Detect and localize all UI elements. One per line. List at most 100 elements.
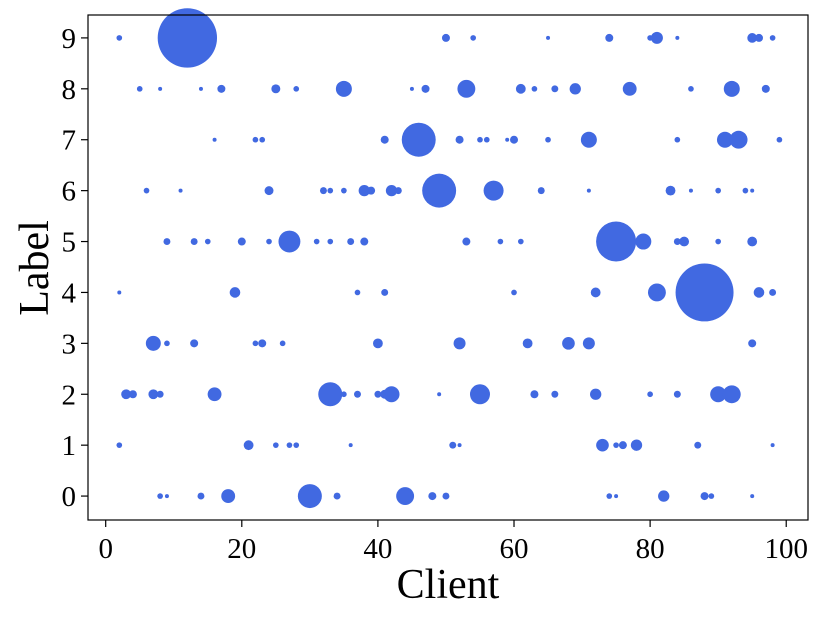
bubble bbox=[723, 80, 740, 97]
bubble bbox=[753, 287, 765, 298]
bubble bbox=[143, 187, 150, 194]
y-axis-label: Label bbox=[12, 220, 58, 316]
bubble bbox=[537, 187, 545, 195]
bubble bbox=[515, 83, 526, 94]
y-tick-label: 9 bbox=[62, 23, 77, 55]
bubble bbox=[145, 335, 161, 351]
bubble bbox=[747, 236, 758, 247]
bubble bbox=[278, 230, 301, 253]
bubble bbox=[605, 33, 614, 42]
x-tick-label: 40 bbox=[363, 533, 392, 565]
bubble bbox=[462, 237, 471, 246]
bubble bbox=[694, 441, 702, 449]
bubble bbox=[441, 33, 450, 42]
bubble bbox=[212, 137, 217, 142]
bubble bbox=[755, 33, 764, 42]
bubble bbox=[347, 238, 355, 246]
bubble bbox=[562, 337, 575, 350]
bubble bbox=[545, 136, 551, 143]
bubble bbox=[511, 289, 517, 296]
bubble bbox=[546, 35, 551, 40]
bubble bbox=[229, 287, 241, 298]
x-tick-label: 0 bbox=[98, 533, 113, 565]
bubble bbox=[279, 340, 286, 347]
bubble bbox=[647, 283, 666, 302]
bubble bbox=[700, 492, 709, 501]
bubble bbox=[582, 337, 595, 350]
bubble bbox=[522, 338, 533, 349]
x-tick-label: 80 bbox=[636, 533, 665, 565]
y-tick-label: 6 bbox=[62, 176, 77, 208]
bubble bbox=[341, 391, 347, 398]
bubble bbox=[121, 389, 132, 400]
y-tick-label: 5 bbox=[62, 227, 77, 259]
bubble bbox=[569, 83, 581, 95]
bubble bbox=[354, 289, 361, 296]
bubble bbox=[272, 442, 279, 448]
bubble bbox=[517, 238, 524, 245]
bubble bbox=[761, 84, 770, 93]
bubble bbox=[750, 188, 755, 193]
bubble bbox=[266, 238, 272, 245]
plot-frame bbox=[87, 14, 809, 521]
bubble bbox=[442, 492, 450, 500]
bubble bbox=[658, 490, 670, 502]
bubble bbox=[217, 84, 226, 93]
bubble bbox=[531, 85, 538, 92]
bubble bbox=[614, 494, 619, 499]
bubble bbox=[748, 339, 757, 348]
bubble bbox=[673, 238, 681, 246]
bubble bbox=[360, 237, 369, 246]
bubble bbox=[197, 492, 205, 500]
bubble bbox=[117, 290, 122, 295]
bubble bbox=[204, 238, 211, 245]
bubble bbox=[381, 288, 389, 296]
bubble bbox=[635, 233, 652, 250]
bubble bbox=[373, 338, 383, 349]
bubble bbox=[665, 185, 676, 196]
bubble bbox=[455, 135, 464, 144]
y-tick-label: 3 bbox=[62, 328, 77, 360]
y-tick-label: 8 bbox=[62, 74, 77, 106]
bubble bbox=[510, 135, 519, 144]
bubble bbox=[401, 122, 436, 157]
bubble bbox=[551, 85, 559, 93]
bubble bbox=[647, 391, 653, 398]
bubble bbox=[394, 187, 402, 195]
bubble bbox=[530, 390, 539, 399]
bubble bbox=[613, 442, 619, 448]
bubble bbox=[742, 187, 749, 194]
bubble bbox=[358, 184, 370, 197]
bubble bbox=[271, 84, 281, 94]
bubble bbox=[178, 188, 183, 193]
bubble bbox=[428, 492, 437, 501]
bubble bbox=[237, 237, 246, 246]
bubble bbox=[497, 238, 504, 245]
bubble bbox=[190, 339, 199, 348]
bubble bbox=[327, 238, 334, 245]
bubble bbox=[750, 494, 755, 499]
bubble bbox=[437, 392, 442, 397]
bubble bbox=[716, 131, 733, 148]
bubble bbox=[374, 390, 382, 398]
x-tick-label: 100 bbox=[764, 533, 808, 565]
bubble bbox=[258, 339, 267, 348]
bubble bbox=[770, 443, 775, 448]
bubble bbox=[286, 442, 293, 448]
bubble bbox=[630, 439, 643, 451]
bubble bbox=[116, 442, 123, 448]
bubble bbox=[722, 385, 741, 404]
bubble bbox=[163, 238, 171, 246]
bubble bbox=[622, 81, 637, 96]
bubble bbox=[674, 136, 681, 143]
bubble bbox=[469, 384, 490, 405]
bubble bbox=[354, 390, 361, 398]
bubble bbox=[710, 386, 727, 403]
bubble bbox=[136, 85, 143, 92]
bubble bbox=[116, 35, 123, 41]
bubble bbox=[551, 390, 559, 398]
bubble bbox=[477, 136, 483, 143]
bubble bbox=[297, 484, 322, 509]
